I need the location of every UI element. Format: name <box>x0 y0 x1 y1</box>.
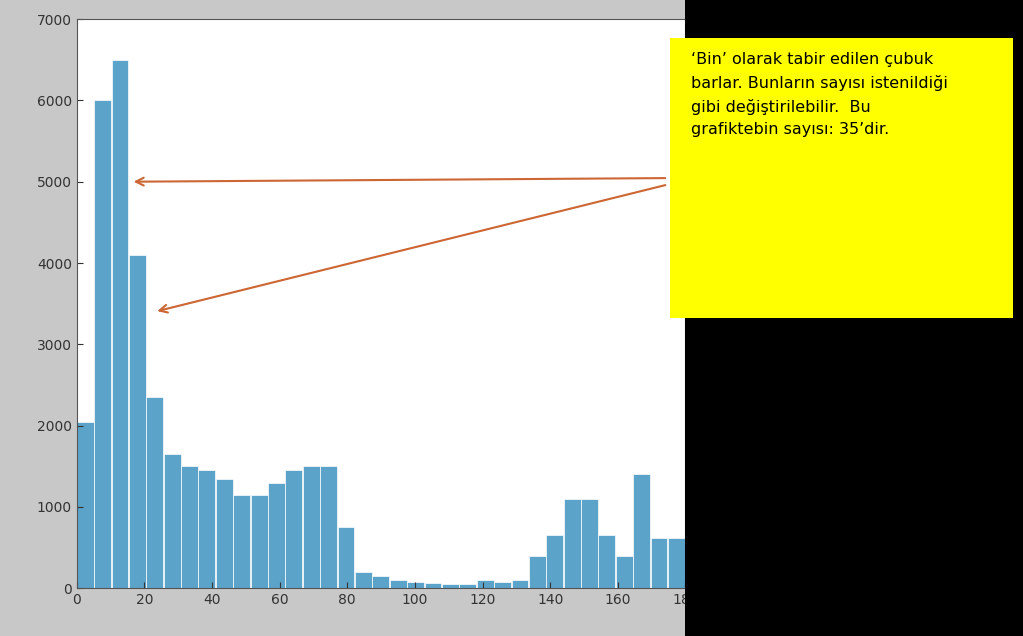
Bar <box>425 583 441 588</box>
Bar <box>459 584 476 588</box>
Bar <box>529 556 545 588</box>
Bar <box>407 582 424 588</box>
Bar <box>251 495 267 588</box>
Bar <box>390 580 406 588</box>
Bar <box>285 471 302 588</box>
Bar <box>164 454 180 588</box>
Bar <box>146 398 163 588</box>
Bar <box>216 478 232 588</box>
Bar <box>668 538 684 588</box>
Bar <box>512 580 528 588</box>
Bar <box>94 100 110 588</box>
Bar <box>442 584 458 588</box>
Bar <box>181 466 197 588</box>
Text: ‘Bin’ olarak tabir edilen çubuk
barlar. Bunların sayısı istenildiği
gibi değişti: ‘Bin’ olarak tabir edilen çubuk barlar. … <box>691 52 947 137</box>
Bar <box>268 483 284 588</box>
Bar <box>77 422 93 588</box>
Bar <box>338 527 354 588</box>
Bar <box>633 474 650 588</box>
Bar <box>581 499 597 588</box>
Bar <box>564 499 580 588</box>
Bar <box>355 572 371 588</box>
Bar <box>546 536 563 588</box>
Bar <box>112 60 128 588</box>
Bar <box>320 466 337 588</box>
Bar <box>233 495 250 588</box>
Bar <box>477 580 493 588</box>
Bar <box>651 538 667 588</box>
Bar <box>598 536 615 588</box>
Bar <box>494 582 510 588</box>
Bar <box>198 471 215 588</box>
Bar <box>303 466 319 588</box>
Bar <box>616 556 632 588</box>
Bar <box>372 576 389 588</box>
Bar <box>129 255 145 588</box>
